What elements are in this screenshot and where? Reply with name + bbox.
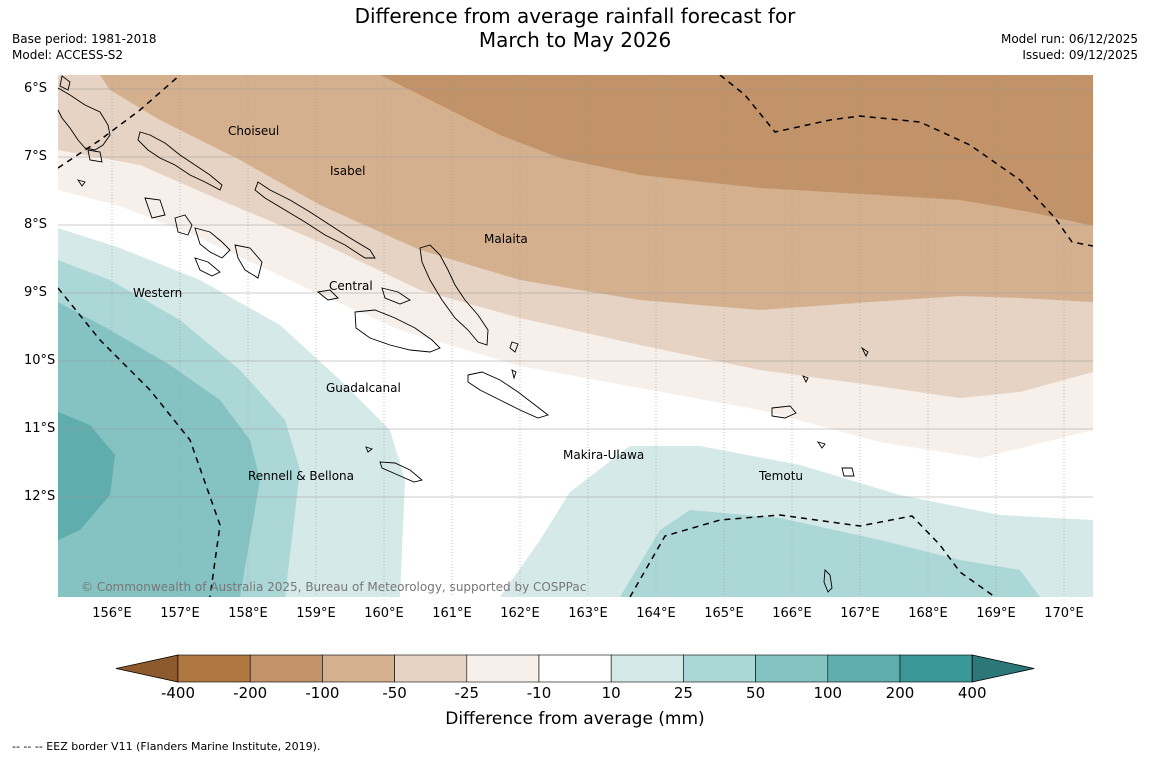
lon-label: 170°E — [1044, 606, 1084, 621]
colorbar-segment — [538, 654, 612, 683]
region-label: Rennell & Bellona — [248, 469, 355, 483]
colorbar-tick-label: 50 — [746, 684, 766, 702]
island-makira — [467, 371, 549, 419]
eez-border-sw — [58, 287, 221, 597]
colorbar-title: Difference from average (mm) — [445, 709, 705, 729]
island-rennell — [379, 461, 423, 483]
colorbar-tick-label: -100 — [305, 684, 340, 702]
colorbar-tick-label: 10 — [601, 684, 621, 702]
island-santa-cruz — [771, 375, 826, 449]
colorbar-segment — [322, 654, 395, 683]
lon-label: 157°E — [160, 606, 200, 621]
lon-label: 169°E — [976, 606, 1016, 621]
band-plus-50-west — [58, 302, 260, 597]
colorbar — [115, 654, 1035, 683]
colorbar-tick-label: -50 — [382, 684, 407, 702]
island-new-georgia — [144, 197, 263, 279]
island-temotu-east — [823, 346, 869, 593]
region-label: Temotu — [759, 469, 804, 483]
colorbar-segment — [827, 654, 901, 683]
lon-label: 161°E — [432, 606, 472, 621]
island-choiseul — [137, 131, 223, 191]
island-malaita — [419, 244, 489, 346]
title-line-1: Difference from average rainfall forecas… — [354, 4, 796, 28]
island-outlines — [57, 75, 869, 593]
eez-border-nw — [58, 75, 181, 169]
band-plus-100-west — [58, 412, 115, 540]
colorbar-tick-label: 100 — [813, 684, 843, 702]
lat-label: 11°S — [24, 421, 56, 436]
colorbar-segment — [249, 654, 323, 683]
island-bellona — [365, 446, 373, 453]
lon-label: 162°E — [500, 606, 540, 621]
island-ulawa — [509, 341, 519, 380]
model-name: Model: ACCESS-S2 — [12, 48, 124, 62]
title-line-2: March to May 2026 — [478, 28, 672, 52]
colorbar-tick-label: -200 — [233, 684, 268, 702]
region-label: Western — [133, 286, 183, 300]
lon-label: 156°E — [92, 606, 132, 621]
contour-layer — [58, 75, 1093, 597]
colorbar-segment — [755, 654, 829, 683]
band-minus-100 — [380, 75, 1093, 226]
region-label: Choiseul — [228, 124, 280, 138]
lon-label: 160°E — [364, 606, 404, 621]
colorbar-segment — [610, 654, 684, 683]
colorbar-segment — [177, 654, 251, 683]
eez-border-se — [629, 514, 996, 597]
base-period: Base period: 1981-2018 — [12, 32, 157, 46]
island-guadalcanal — [354, 309, 441, 353]
issued-date: Issued: 09/12/2025 — [1022, 48, 1138, 62]
region-label: Malaita — [484, 232, 528, 246]
colorbar-tick-label: 400 — [957, 684, 987, 702]
copyright-notice: © Commonwealth of Australia 2025, Bureau… — [81, 580, 587, 594]
colorbar-segment — [466, 654, 540, 683]
meta-left: Base period: 1981-2018 Model: ACCESS-S2 — [12, 31, 157, 63]
colorbar-arrow-high — [971, 654, 1035, 683]
lat-label: 7°S — [24, 149, 48, 164]
map-title: Difference from average rainfall forecas… — [0, 4, 1150, 52]
lon-label: 164°E — [636, 606, 676, 621]
island-isabel — [254, 181, 376, 259]
colorbar-tick-label: -400 — [160, 684, 196, 702]
colorbar-tick-label: 25 — [673, 684, 693, 702]
lon-label: 168°E — [908, 606, 948, 621]
lon-label: 159°E — [296, 606, 336, 621]
colorbar-segment — [899, 654, 973, 683]
lon-label: 163°E — [568, 606, 608, 621]
island-florida — [316, 287, 411, 305]
band-plus-25-east — [620, 510, 1040, 597]
region-label: Makira-Ulawa — [563, 448, 645, 462]
lat-label: 8°S — [24, 217, 48, 232]
colorbar-tick-label: -10 — [526, 684, 552, 702]
colorbar-tick-label: 200 — [885, 684, 915, 702]
lon-label: 158°E — [228, 606, 268, 621]
colorbar-arrow-low — [115, 654, 179, 683]
eez-footnote: -- -- -- EEZ border V11 (Flanders Marine… — [12, 740, 321, 753]
grid-lines — [58, 75, 1093, 597]
lat-label: 9°S — [24, 285, 48, 300]
lon-label: 167°E — [840, 606, 880, 621]
island-shortlands — [76, 149, 103, 187]
meta-right: Model run: 06/12/2025 Issued: 09/12/2025 — [1001, 31, 1138, 63]
colorbar-segment — [394, 654, 468, 683]
lon-label: 166°E — [772, 606, 812, 621]
lat-label: 12°S — [24, 489, 56, 504]
region-label: Guadalcanal — [326, 381, 401, 395]
island-bougainville — [57, 87, 111, 151]
lon-label: 165°E — [704, 606, 744, 621]
lat-label: 6°S — [24, 81, 48, 96]
region-label: Central — [329, 279, 373, 293]
island-buka — [59, 75, 71, 91]
model-run: Model run: 06/12/2025 — [1000, 32, 1138, 46]
eez-borders — [58, 75, 1093, 597]
colorbar-segment — [683, 654, 756, 683]
lat-label: 10°S — [24, 353, 56, 368]
colorbar-tick-label: -25 — [454, 684, 480, 702]
region-label: Isabel — [330, 164, 366, 178]
